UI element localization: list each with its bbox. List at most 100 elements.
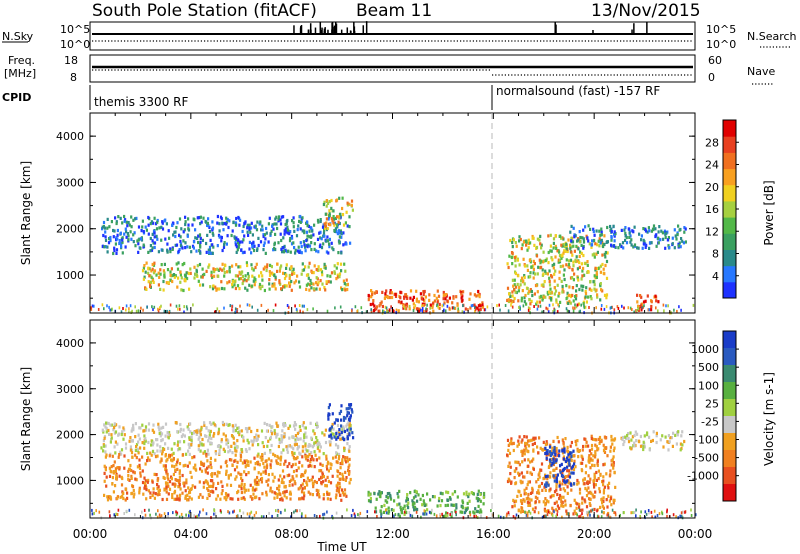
data-cell (549, 475, 552, 479)
data-cell (428, 298, 431, 302)
data-cell (167, 477, 170, 481)
data-cell (294, 462, 297, 466)
nsky-scale-bottom: 10^0 (60, 38, 90, 51)
data-cell (388, 295, 391, 300)
data-cell (602, 443, 605, 447)
data-cell (605, 276, 609, 280)
data-cell (277, 456, 280, 460)
data-cell (229, 483, 233, 487)
data-cell (233, 283, 236, 287)
data-cell (273, 284, 276, 288)
data-cell (279, 266, 282, 270)
data-cell (186, 498, 189, 502)
data-cell (300, 272, 303, 276)
data-cell (130, 451, 134, 455)
data-cell (528, 501, 531, 505)
data-cell (525, 243, 528, 247)
data-cell (341, 460, 344, 464)
noise-cell (239, 509, 241, 513)
data-cell (279, 222, 283, 226)
noise-cell (663, 309, 665, 313)
noise-cell (558, 304, 560, 308)
data-cell (324, 264, 327, 269)
data-cell (190, 475, 193, 479)
data-cell (205, 220, 208, 224)
data-cell (317, 489, 320, 493)
data-cell (231, 285, 234, 289)
data-cell (191, 223, 194, 227)
data-cell (245, 279, 248, 283)
data-cell (589, 227, 592, 231)
data-cell (567, 301, 570, 305)
noise-cell (537, 304, 540, 308)
data-cell (346, 414, 349, 418)
data-cell (124, 442, 128, 446)
data-cell (103, 423, 106, 427)
data-cell (520, 279, 523, 283)
data-cell (400, 300, 403, 304)
beam-label: Beam 11 (356, 1, 432, 21)
data-cell (109, 423, 112, 427)
data-cell (549, 495, 552, 499)
data-cell (583, 482, 586, 486)
data-cell (207, 465, 210, 469)
data-cell (567, 263, 571, 267)
data-cell (238, 277, 241, 281)
data-cell (560, 462, 563, 466)
noise-cell (588, 306, 590, 309)
data-cell (561, 449, 564, 453)
noise-cell (326, 309, 329, 313)
data-cell (315, 249, 318, 253)
data-cell (207, 224, 210, 228)
data-cell (603, 485, 606, 489)
nsky-bar (365, 21, 368, 34)
data-cell (101, 225, 104, 229)
data-cell (405, 510, 408, 515)
data-cell (627, 436, 630, 441)
data-cell (478, 498, 481, 502)
data-cell (337, 444, 340, 448)
data-cell (199, 493, 202, 497)
data-cell (572, 244, 575, 248)
noise-cell (596, 514, 599, 518)
ytick-label: 1000 (56, 269, 84, 282)
noise-cell (178, 515, 181, 519)
data-cell (169, 278, 172, 282)
data-cell (158, 488, 161, 492)
data-cell (269, 486, 272, 490)
data-cell (262, 248, 265, 252)
data-cell (567, 264, 570, 269)
data-cell (513, 500, 516, 504)
data-cell (378, 304, 381, 308)
data-cell (132, 240, 135, 244)
data-cell (405, 499, 408, 503)
noise-cell (357, 513, 359, 517)
noise-cell (248, 303, 251, 307)
data-cell (113, 246, 116, 250)
data-cell (315, 421, 319, 425)
data-cell (289, 250, 292, 254)
data-cell (125, 220, 128, 224)
data-cell (190, 438, 193, 442)
data-cell (304, 245, 307, 249)
data-cell (115, 474, 118, 478)
data-cell (529, 288, 532, 292)
nave-label: Nave (747, 65, 775, 78)
noise-cell (446, 512, 449, 516)
data-cell (563, 450, 566, 454)
data-cell (380, 512, 383, 516)
data-cell (549, 487, 552, 491)
data-cell (280, 496, 283, 500)
data-cell (426, 492, 429, 496)
data-cell (297, 466, 300, 470)
data-cell (150, 275, 153, 279)
data-cell (642, 447, 645, 452)
data-cell (238, 242, 241, 246)
noise-cell (183, 310, 185, 314)
noise-cell (441, 304, 444, 308)
data-cell (281, 477, 284, 481)
data-cell (164, 453, 167, 457)
data-cell (310, 451, 313, 455)
data-cell (603, 252, 606, 256)
data-cell (460, 296, 463, 300)
